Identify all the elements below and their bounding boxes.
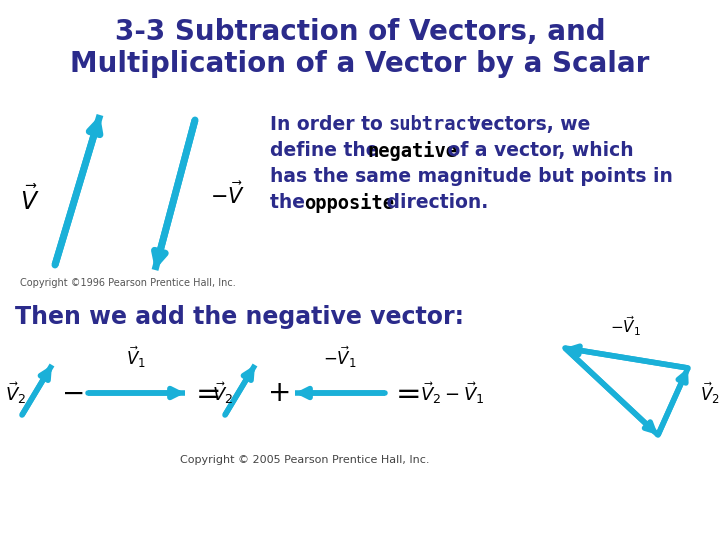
Text: $\vec{V}_1$: $\vec{V}_1$ (126, 345, 146, 370)
Text: $-\vec{V}_1$: $-\vec{V}_1$ (611, 314, 642, 338)
Text: $\vec{V}_2$: $\vec{V}_2$ (700, 380, 720, 406)
Text: $=$: $=$ (390, 379, 420, 408)
Text: $+$: $+$ (267, 379, 289, 407)
Text: $\vec{V}$: $\vec{V}$ (20, 185, 40, 215)
Text: the: the (270, 193, 312, 212)
Text: vectors, we: vectors, we (462, 115, 590, 134)
Text: of a vector, which: of a vector, which (441, 141, 634, 160)
Text: opposite: opposite (304, 193, 394, 213)
Text: $-$: $-$ (60, 379, 84, 407)
Text: 3-3 Subtraction of Vectors, and: 3-3 Subtraction of Vectors, and (114, 18, 606, 46)
Text: negative: negative (367, 141, 457, 161)
Text: $\vec{V}_2$: $\vec{V}_2$ (212, 380, 233, 406)
Text: $\vec{V}_2-\vec{V}_1$: $\vec{V}_2-\vec{V}_1$ (420, 380, 485, 406)
Text: define the: define the (270, 141, 385, 160)
Text: $-\vec{V}_1$: $-\vec{V}_1$ (323, 345, 357, 370)
Text: $-\vec{V}$: $-\vec{V}$ (210, 181, 245, 208)
Text: $=$: $=$ (190, 379, 220, 408)
Text: has the same magnitude but points in: has the same magnitude but points in (270, 167, 673, 186)
Text: Multiplication of a Vector by a Scalar: Multiplication of a Vector by a Scalar (71, 50, 649, 78)
Text: In order to: In order to (270, 115, 390, 134)
Text: direction.: direction. (380, 193, 488, 212)
Text: $\vec{V}_2$: $\vec{V}_2$ (5, 380, 26, 406)
Text: Then we add the negative vector:: Then we add the negative vector: (15, 305, 464, 329)
Text: Copyright ©1996 Pearson Prentice Hall, Inc.: Copyright ©1996 Pearson Prentice Hall, I… (20, 278, 236, 288)
Text: subtract: subtract (388, 115, 478, 134)
Text: Copyright © 2005 Pearson Prentice Hall, Inc.: Copyright © 2005 Pearson Prentice Hall, … (180, 455, 430, 465)
